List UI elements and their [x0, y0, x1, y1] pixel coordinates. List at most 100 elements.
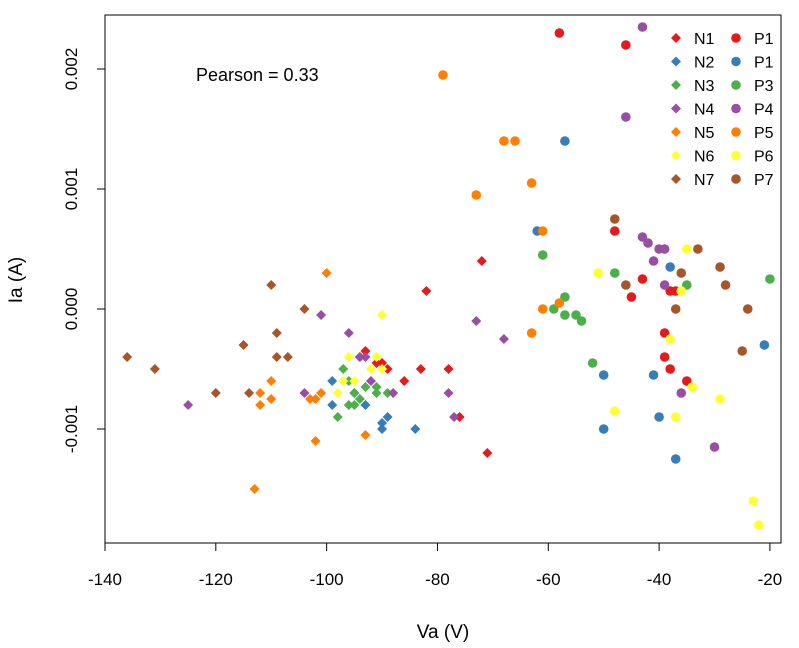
data-point	[676, 388, 687, 398]
data-point	[471, 190, 482, 200]
data-point	[654, 412, 664, 422]
data-point	[709, 442, 720, 452]
data-point	[609, 214, 620, 224]
data-point	[183, 400, 194, 410]
data-point	[665, 262, 675, 272]
data-point	[349, 376, 360, 386]
data-point	[343, 376, 354, 386]
data-point	[360, 400, 371, 410]
data-point	[626, 292, 637, 302]
data-point	[676, 286, 687, 296]
pearson-annotation: Pearson = 0.33	[196, 65, 319, 85]
legend-marker	[671, 56, 681, 67]
data-point	[332, 388, 343, 398]
data-point	[249, 484, 260, 494]
legend-label: P1	[754, 31, 774, 48]
y-tick-label: 0.000	[62, 288, 81, 331]
series-n7-diamond	[122, 280, 310, 398]
data-point	[299, 388, 310, 398]
data-point	[621, 40, 631, 50]
legend-label: N6	[694, 149, 715, 166]
y-tick-label: 0.001	[62, 168, 81, 211]
data-point	[670, 412, 681, 422]
data-point	[349, 400, 360, 410]
data-point	[377, 418, 388, 428]
data-point	[609, 226, 620, 236]
data-point	[371, 358, 382, 368]
data-point	[316, 310, 327, 320]
data-point	[648, 370, 659, 380]
data-point	[682, 244, 692, 254]
legend-marker	[731, 150, 741, 161]
x-tick-label: -40	[647, 570, 672, 589]
data-point	[122, 352, 133, 362]
data-point	[676, 268, 687, 278]
data-point	[410, 424, 421, 434]
data-point	[637, 22, 648, 32]
data-point	[305, 394, 316, 404]
plot-frame	[104, 14, 782, 544]
data-point	[377, 424, 388, 434]
data-point	[271, 328, 282, 338]
data-point	[321, 268, 332, 278]
data-point	[593, 268, 603, 278]
series-n6-diamond	[332, 310, 388, 398]
y-tick-label: 0.002	[62, 48, 81, 91]
data-point	[282, 352, 293, 362]
legend-marker	[731, 80, 741, 90]
data-point	[482, 448, 493, 458]
data-point	[377, 310, 388, 320]
data-point	[327, 400, 338, 410]
data-point	[210, 388, 221, 398]
data-point	[554, 298, 565, 308]
data-point	[349, 388, 360, 398]
data-point	[365, 364, 376, 374]
data-point	[659, 280, 670, 290]
data-point	[510, 136, 520, 146]
data-point	[382, 364, 393, 374]
data-point	[537, 250, 548, 260]
legend: N1 N2 N3 N4 N5 N6 N7 P1 P1 P3 P4 P5 P6 P7	[671, 31, 774, 189]
data-point	[598, 424, 609, 434]
data-point	[742, 304, 753, 314]
legend-label: P6	[754, 149, 774, 166]
series-n3-diamond	[332, 364, 393, 422]
data-point	[360, 346, 371, 356]
data-point	[609, 406, 620, 416]
data-point	[498, 334, 509, 344]
data-point	[310, 394, 321, 404]
legend-label: P7	[754, 172, 774, 189]
data-point	[560, 136, 570, 146]
data-point	[149, 364, 160, 374]
legend-label: P1	[754, 55, 774, 72]
data-point	[687, 382, 698, 392]
data-point	[526, 178, 537, 188]
series-n2-diamond	[327, 376, 421, 434]
data-point	[665, 334, 675, 344]
series-n5-diamond	[249, 268, 371, 494]
data-point	[449, 412, 460, 422]
series-p1-circle	[554, 28, 692, 386]
data-point	[609, 268, 620, 278]
data-point	[670, 454, 681, 464]
data-point	[316, 388, 327, 398]
series-p7-circle	[609, 214, 753, 356]
series-p6-circle	[593, 244, 764, 530]
data-point	[310, 436, 321, 446]
legend-label: N5	[694, 125, 715, 142]
x-tick-label: -100	[310, 570, 344, 589]
data-point	[765, 274, 775, 284]
data-point	[399, 376, 410, 386]
data-point	[715, 394, 725, 404]
data-point	[360, 382, 371, 392]
data-point	[621, 280, 631, 290]
data-point	[255, 400, 266, 410]
data-point	[754, 520, 764, 530]
data-point	[537, 304, 548, 314]
data-point	[266, 280, 277, 290]
data-point	[720, 280, 731, 290]
data-point	[659, 352, 670, 362]
x-tick-label: -140	[88, 570, 122, 589]
data-point	[360, 430, 371, 440]
data-point	[576, 316, 587, 326]
